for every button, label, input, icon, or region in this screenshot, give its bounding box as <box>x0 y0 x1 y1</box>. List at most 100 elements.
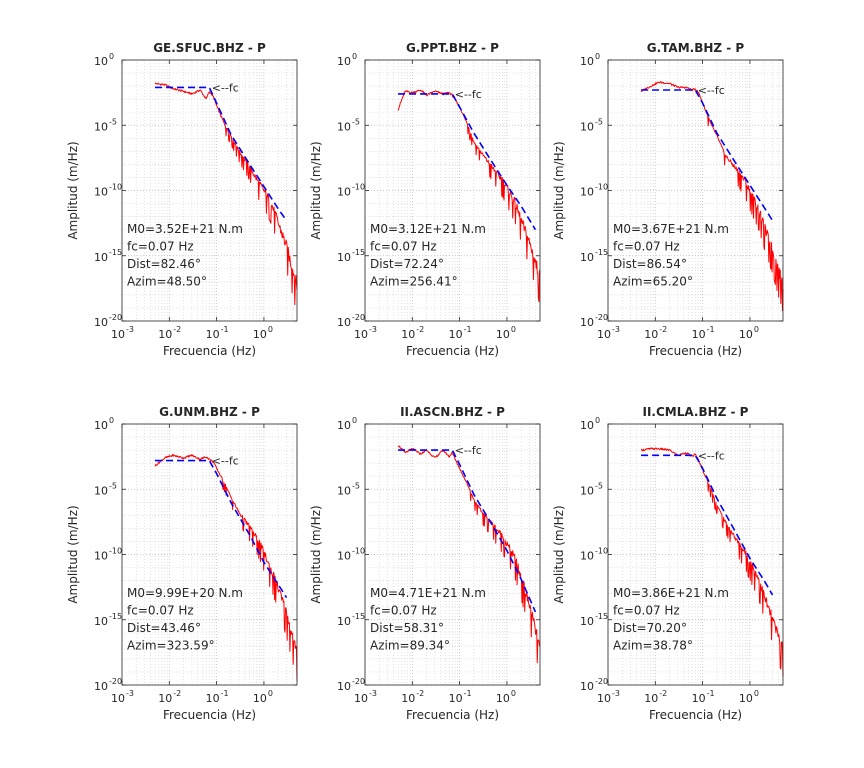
observed-spectrum-line <box>154 82 298 306</box>
annotation-line: Azim=89.34° <box>370 639 450 653</box>
x-tick-exponent: -1 <box>221 689 229 698</box>
annotation-line: M0=3.86E+21 N.m <box>613 586 729 600</box>
y-tick-label: 10 <box>580 251 594 264</box>
y-tick-label: 10 <box>337 419 351 432</box>
observed-spectrum-line <box>154 454 298 681</box>
x-tick-exponent: -3 <box>369 689 377 698</box>
corner-frequency-marker: <--fc <box>455 444 482 457</box>
annotation-line: Dist=70.20° <box>613 621 687 635</box>
y-tick-label: 10 <box>337 615 351 628</box>
x-tick-label: 10 <box>354 328 368 341</box>
y-tick-label: 10 <box>94 55 108 68</box>
x-tick-label: 10 <box>644 692 658 705</box>
y-tick-exponent: -20 <box>109 677 122 686</box>
x-tick-exponent: -1 <box>464 325 472 334</box>
y-tick-exponent: -5 <box>595 117 603 126</box>
x-tick-exponent: -1 <box>221 325 229 334</box>
brune-model-line <box>641 454 774 596</box>
annotation-line: M0=4.71E+21 N.m <box>370 586 486 600</box>
y-tick-exponent: -10 <box>352 547 365 556</box>
x-tick-label: 10 <box>111 328 125 341</box>
observed-spectrum-line <box>397 89 541 303</box>
y-tick-label: 10 <box>94 120 108 133</box>
y-tick-label: 10 <box>580 186 594 199</box>
y-tick-exponent: -5 <box>595 481 603 490</box>
grid-lines <box>364 423 541 686</box>
x-tick-label: 10 <box>739 692 753 705</box>
x-tick-label: 10 <box>111 692 125 705</box>
y-tick-exponent: -10 <box>352 183 365 192</box>
y-tick-label: 10 <box>94 484 108 497</box>
y-tick-label: 10 <box>580 680 594 693</box>
y-tick-label: 10 <box>580 316 594 329</box>
annotation-line: Dist=72.24° <box>370 257 444 271</box>
y-tick-exponent: -5 <box>109 117 117 126</box>
y-tick-label: 10 <box>94 251 108 264</box>
chart-title: G.UNM.BHZ - P <box>159 405 260 419</box>
chart-title: GE.SFUC.BHZ - P <box>153 41 266 55</box>
x-axis-label: Frecuencia (Hz) <box>163 344 256 358</box>
y-tick-label: 10 <box>94 680 108 693</box>
annotation-line: fc=0.07 Hz <box>370 604 437 618</box>
annotation-line: M0=3.12E+21 N.m <box>370 222 486 236</box>
x-tick-exponent: 0 <box>268 325 273 334</box>
y-tick-label: 10 <box>94 419 108 432</box>
annotation-line: M0=3.67E+21 N.m <box>613 222 729 236</box>
x-tick-label: 10 <box>692 692 706 705</box>
y-tick-exponent: 0 <box>109 52 114 61</box>
y-tick-exponent: 0 <box>595 416 600 425</box>
x-tick-exponent: -1 <box>464 689 472 698</box>
annotation-line: fc=0.07 Hz <box>613 240 680 254</box>
x-tick-exponent: -3 <box>369 325 377 334</box>
x-tick-label: 10 <box>449 692 463 705</box>
y-tick-label: 10 <box>580 484 594 497</box>
corner-frequency-marker: <--fc <box>455 88 482 101</box>
annotation-line: M0=9.99E+20 N.m <box>127 586 243 600</box>
y-axis-label: Amplitud (m/Hz) <box>66 141 80 239</box>
annotation-line: M0=3.52E+21 N.m <box>127 222 243 236</box>
x-tick-label: 10 <box>158 328 172 341</box>
y-tick-exponent: 0 <box>595 52 600 61</box>
x-tick-label: 10 <box>354 692 368 705</box>
chart-title: G.PPT.BHZ - P <box>406 41 499 55</box>
x-tick-label: 10 <box>597 692 611 705</box>
x-tick-label: 10 <box>253 328 267 341</box>
y-tick-exponent: -20 <box>595 677 608 686</box>
annotation-line: Azim=38.78° <box>613 639 693 653</box>
annotation-line: Dist=86.54° <box>613 257 687 271</box>
x-tick-exponent: 0 <box>511 689 516 698</box>
y-tick-label: 10 <box>94 316 108 329</box>
x-tick-exponent: -2 <box>416 325 424 334</box>
y-tick-exponent: -20 <box>109 313 122 322</box>
x-tick-label: 10 <box>206 328 220 341</box>
x-tick-label: 10 <box>496 328 510 341</box>
annotation-line: fc=0.07 Hz <box>127 240 194 254</box>
x-tick-label: 10 <box>158 692 172 705</box>
x-tick-exponent: -3 <box>126 689 134 698</box>
brune-model-line <box>641 89 774 221</box>
x-tick-exponent: 0 <box>268 689 273 698</box>
y-tick-exponent: -10 <box>109 547 122 556</box>
y-tick-exponent: -20 <box>352 313 365 322</box>
y-tick-label: 10 <box>337 251 351 264</box>
chart-title: G.TAM.BHZ - P <box>647 41 745 55</box>
annotation-line: Azim=323.59° <box>127 639 215 653</box>
y-tick-exponent: 0 <box>109 416 114 425</box>
brune-model-line <box>155 459 288 599</box>
y-tick-exponent: -10 <box>109 183 122 192</box>
y-tick-exponent: -15 <box>109 248 122 257</box>
observed-spectrum-line <box>640 447 784 677</box>
y-tick-exponent: -5 <box>352 481 360 490</box>
x-tick-label: 10 <box>597 328 611 341</box>
x-tick-label: 10 <box>401 692 415 705</box>
y-axis-label: Amplitud (m/Hz) <box>66 505 80 603</box>
corner-frequency-marker: <--fc <box>698 449 725 462</box>
y-tick-exponent: -15 <box>352 248 365 257</box>
y-tick-exponent: -15 <box>109 612 122 621</box>
y-tick-exponent: -15 <box>352 612 365 621</box>
brune-model-line <box>155 86 288 221</box>
y-axis-label: Amplitud (m/Hz) <box>309 505 323 603</box>
